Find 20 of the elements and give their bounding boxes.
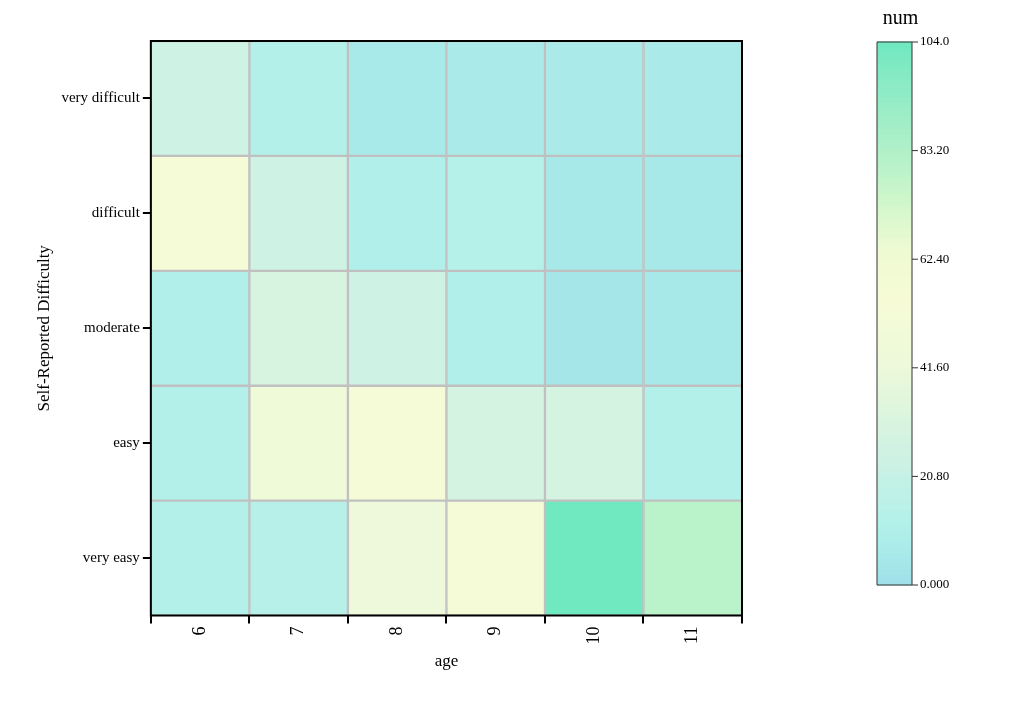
x-tick-label: 10 xyxy=(582,626,603,645)
x-tick-label: 9 xyxy=(484,626,505,636)
y-tick-label: very difficult xyxy=(61,89,141,106)
y-tick-label: very easy xyxy=(82,549,141,566)
y-tick-label: difficult xyxy=(91,204,141,221)
x-tick-label: 7 xyxy=(287,626,308,636)
color-bar-label: 83.20 xyxy=(920,142,950,158)
x-axis-title: age xyxy=(434,651,459,671)
y-axis-title: Self-Reported Difficulty xyxy=(33,244,53,412)
color-bar-label: 0.000 xyxy=(920,576,950,592)
x-tick-label: 6 xyxy=(188,626,209,636)
color-bar-label: 62.40 xyxy=(920,250,950,266)
color-bar-label: 20.80 xyxy=(920,467,950,483)
y-tick-label: moderate xyxy=(84,319,141,336)
x-tick-label: 11 xyxy=(681,626,702,644)
color-bar-label: 41.60 xyxy=(920,359,950,375)
color-bar-title: num xyxy=(882,6,919,28)
y-tick-label: easy xyxy=(113,434,141,451)
color-bar-label: 104.0 xyxy=(920,33,950,49)
x-tick-label: 8 xyxy=(385,626,406,636)
